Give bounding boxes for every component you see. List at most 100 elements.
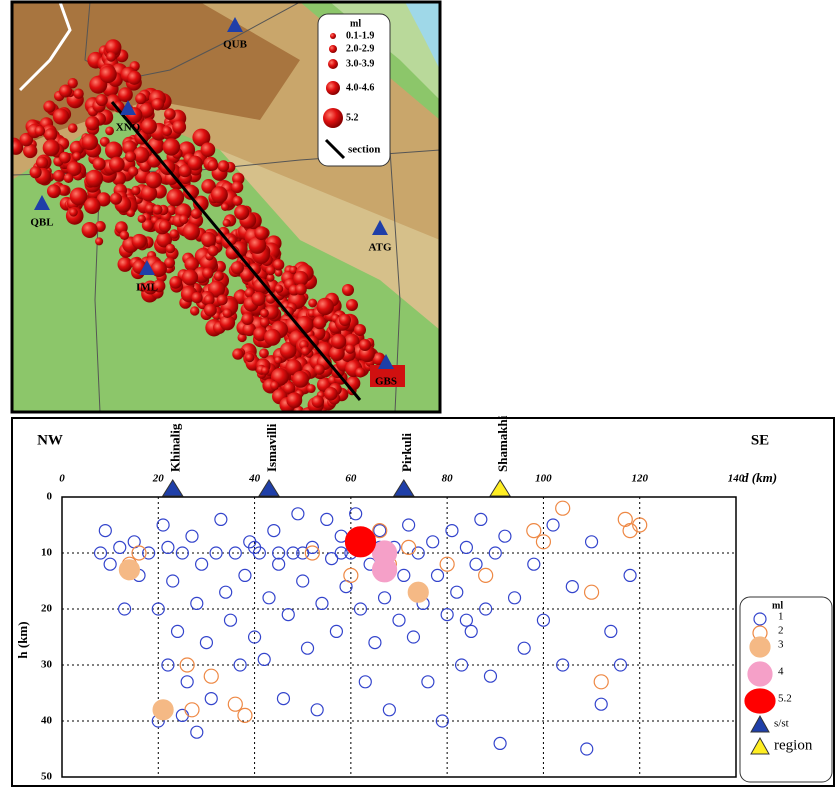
map-legend-symbol <box>329 45 337 53</box>
epicenter <box>44 128 57 141</box>
epicenter <box>188 156 203 171</box>
data-point <box>422 676 434 688</box>
epicenter <box>251 292 265 306</box>
legend-label: region <box>774 737 813 753</box>
map-legend-section: section <box>348 144 380 156</box>
y-tick-label: 50 <box>41 771 53 783</box>
data-point <box>479 568 493 582</box>
epicenter <box>30 166 42 178</box>
epicenter <box>301 347 310 356</box>
epicenter <box>286 392 302 408</box>
data-point <box>446 525 458 537</box>
data-point <box>585 585 599 599</box>
epicenter <box>59 152 71 164</box>
epicenter <box>223 219 231 227</box>
epicenter <box>211 186 228 203</box>
nw-label: NW <box>37 432 63 448</box>
data-point <box>556 501 570 515</box>
epicenter <box>354 324 366 336</box>
data-point <box>595 698 607 710</box>
data-point <box>359 676 371 688</box>
epicenter <box>275 285 284 294</box>
station-label: Ismavilli <box>264 423 279 472</box>
data-point <box>176 709 188 721</box>
epicenter <box>95 237 103 245</box>
x-tick-label: 60 <box>345 473 357 485</box>
data-point <box>185 703 199 717</box>
map-legend-label: 3.0-3.9 <box>346 58 374 69</box>
data-point <box>282 609 294 621</box>
epicenter <box>339 314 351 326</box>
epicenter <box>145 172 162 189</box>
map-legend-label: 0.1-1.9 <box>346 30 374 41</box>
epicenter <box>292 371 309 388</box>
data-point <box>402 540 416 554</box>
data-point <box>263 592 275 604</box>
epicenter <box>72 152 81 161</box>
data-point <box>475 513 487 525</box>
data-point <box>383 704 395 716</box>
epicenter <box>307 384 316 393</box>
epicenter <box>346 376 360 390</box>
data-point <box>460 614 472 626</box>
data-point <box>527 524 541 538</box>
data-point <box>494 737 506 749</box>
epicenter <box>324 387 338 401</box>
data-point <box>220 586 232 598</box>
map-legend-symbol <box>323 108 343 128</box>
data-point <box>162 541 174 553</box>
legend-label: 5.2 <box>778 693 792 705</box>
data-point <box>172 625 184 637</box>
epicenter <box>53 170 65 182</box>
data-point <box>215 513 227 525</box>
epicenter <box>73 89 83 99</box>
data-point <box>403 519 415 531</box>
data-point <box>234 659 246 671</box>
data-point <box>480 603 492 615</box>
epicenter <box>85 170 103 188</box>
epicenter <box>68 123 78 133</box>
station-label: QBL <box>30 217 53 229</box>
data-point <box>239 569 251 581</box>
epicenter <box>43 101 55 113</box>
legend-symbol <box>745 689 775 713</box>
epicenter <box>109 157 125 173</box>
epicenter <box>309 420 321 432</box>
data-point <box>297 575 309 587</box>
map-legend-symbol <box>328 59 338 69</box>
data-point <box>369 637 381 649</box>
epicenter <box>135 93 146 104</box>
epicenter <box>106 52 116 62</box>
data-point <box>292 508 304 520</box>
data-point <box>537 614 549 626</box>
data-point <box>536 535 550 549</box>
epicenter <box>64 173 74 183</box>
data-point <box>191 597 203 609</box>
epicenter <box>208 245 219 256</box>
epicenter <box>270 381 279 390</box>
epicenter <box>232 196 242 206</box>
y-tick-label: 40 <box>41 715 53 727</box>
x-tick-label: 100 <box>535 473 552 485</box>
data-point <box>373 558 397 582</box>
data-point <box>229 547 241 559</box>
data-point <box>167 575 179 587</box>
data-point <box>489 547 501 559</box>
data-point <box>427 536 439 548</box>
epicenter <box>201 142 216 157</box>
epicenter <box>141 118 157 134</box>
data-point <box>330 625 342 637</box>
data-point <box>408 582 428 602</box>
epicenter <box>99 66 116 83</box>
data-point <box>509 592 521 604</box>
data-point <box>204 669 218 683</box>
epicenter <box>308 299 317 308</box>
figure: QUBXNQQBLATGIMLGBS ml 0.1-1.92.0-2.93.0-… <box>0 0 836 787</box>
data-point <box>432 569 444 581</box>
data-point <box>258 653 270 665</box>
data-point <box>311 704 323 716</box>
epicenter <box>47 184 61 198</box>
data-point <box>238 708 252 722</box>
data-point <box>153 700 173 720</box>
